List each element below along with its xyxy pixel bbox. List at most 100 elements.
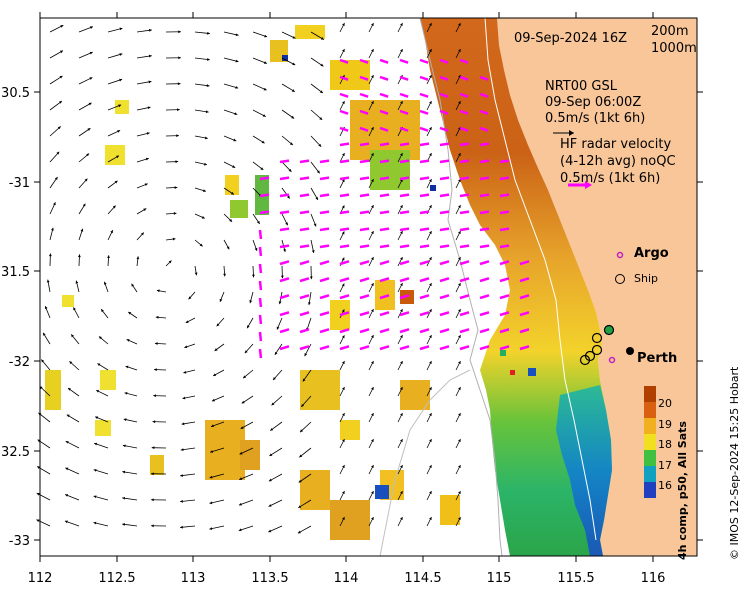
perth-marker — [626, 347, 634, 355]
hf-vector — [519, 294, 530, 300]
longitude-axis: 112 112.5 113 113.5 114 114.5 115 115.5 116 — [28, 12, 665, 586]
hf-vector — [479, 92, 489, 98]
gsl-vector-head — [371, 361, 374, 364]
hf-vector — [479, 126, 489, 132]
hf-vector — [339, 294, 350, 300]
lat-tick-label: 32.5 — [1, 445, 30, 460]
gsl-vector-head — [148, 54, 152, 58]
hf-vector — [439, 277, 450, 283]
gsl-vector-head — [194, 272, 198, 276]
hf-vector — [419, 244, 430, 249]
gsl-vector-head — [148, 28, 152, 32]
gsl-vector-head — [143, 208, 147, 212]
gsl-vector-head — [188, 296, 192, 300]
hf-vector — [339, 311, 350, 317]
hf-vector — [419, 260, 430, 266]
gsl-vector-head — [89, 51, 93, 55]
hf-vector — [399, 109, 409, 115]
hf-vector — [339, 142, 350, 147]
gsl-vector-head — [185, 320, 189, 323]
hf-vector — [339, 176, 350, 181]
hf-vector — [279, 244, 290, 249]
hf-vector — [479, 277, 490, 283]
gsl-vector-head — [56, 151, 60, 155]
hf-vector — [459, 294, 470, 300]
hf-vector — [258, 280, 263, 291]
gsl-vector-head — [371, 205, 374, 208]
argo-label: Argo — [634, 246, 669, 261]
gsl-vector-head — [429, 153, 432, 156]
lon-tick-label: 115 — [487, 571, 512, 586]
gsl-vector-head — [371, 387, 374, 390]
hf-vector — [439, 193, 450, 198]
gsl-vector-head — [280, 275, 284, 279]
gsl-vector-head — [238, 528, 242, 532]
hf-vector — [439, 294, 450, 300]
hf-vector — [279, 159, 290, 164]
hf-vector — [499, 227, 510, 232]
gsl-vector-head — [112, 205, 116, 209]
gsl-vector-head — [93, 469, 97, 472]
gsl-vector-head — [126, 339, 130, 342]
gsl-vector-head — [80, 228, 84, 232]
gsl-vector-head — [261, 140, 265, 144]
hf-vector — [299, 328, 310, 334]
gsl-vector-head — [268, 504, 272, 507]
hf-vector — [419, 142, 430, 147]
gsl-vector-head — [342, 517, 345, 520]
hf-vector — [459, 92, 469, 98]
hf-vector — [299, 210, 310, 215]
gsl-vector-head — [400, 491, 403, 494]
gsl-vector-head — [203, 189, 206, 192]
hf-vector — [459, 227, 470, 232]
gsl-vector-head — [304, 353, 308, 357]
hf-vector — [419, 311, 430, 317]
gsl-vector-head — [199, 243, 203, 247]
gsl-vector-head — [223, 273, 227, 277]
hf-vector — [279, 328, 290, 334]
hf-vector — [399, 345, 410, 351]
hf-vector — [479, 109, 489, 115]
hf-vector — [299, 176, 310, 181]
bathy-contour-200m — [484, 17, 597, 541]
hf-vector — [359, 210, 370, 215]
hf-vector — [339, 109, 349, 115]
gsl-vector-head — [458, 257, 461, 260]
hf-vector — [319, 311, 330, 317]
gsl-vector-head — [429, 127, 432, 130]
gsl-vector-head — [77, 254, 81, 258]
hf-vector — [379, 277, 390, 283]
gsl-vector-head — [341, 205, 345, 209]
hf-vector — [459, 176, 470, 181]
gsl-vector-head — [122, 444, 126, 448]
perth-label: Perth — [637, 351, 678, 366]
gsl-vector-head — [64, 520, 68, 524]
lon-tick-label: 112.5 — [98, 571, 135, 586]
gsl-vector-head — [241, 400, 245, 404]
gsl-vector-head — [260, 167, 264, 170]
hf-vector — [279, 260, 290, 266]
hf-vector — [399, 75, 409, 81]
latitude-axis: 30.5 -31 31.5 -32 32.5 -33 — [1, 86, 703, 549]
hf-vector — [258, 297, 263, 308]
gsl-vector-head — [299, 454, 303, 458]
hf-legend-line2: (4-12h avg) noQC — [560, 154, 676, 169]
gsl-vector-head — [110, 230, 113, 234]
gsl-vector-head — [371, 439, 374, 442]
gsl-vector-head — [263, 87, 267, 91]
hf-vector — [299, 244, 310, 249]
hf-vector — [299, 277, 310, 283]
gsl-vector-head — [183, 370, 187, 374]
gsl-vector-head — [180, 525, 183, 529]
sst-colorbar — [644, 386, 656, 498]
hf-vector — [499, 244, 510, 249]
gsl-vector-head — [400, 361, 403, 364]
hf-vector — [339, 126, 349, 132]
credit-line: © IMOS 12-Sep-2024 15:25 Hobart — [728, 366, 740, 560]
hf-vector — [359, 294, 370, 300]
gsl-vector-head — [119, 27, 123, 31]
hf-vector — [379, 75, 389, 81]
hf-vector — [499, 311, 510, 317]
gsl-vector-head — [178, 56, 181, 60]
hf-vector — [279, 277, 290, 283]
